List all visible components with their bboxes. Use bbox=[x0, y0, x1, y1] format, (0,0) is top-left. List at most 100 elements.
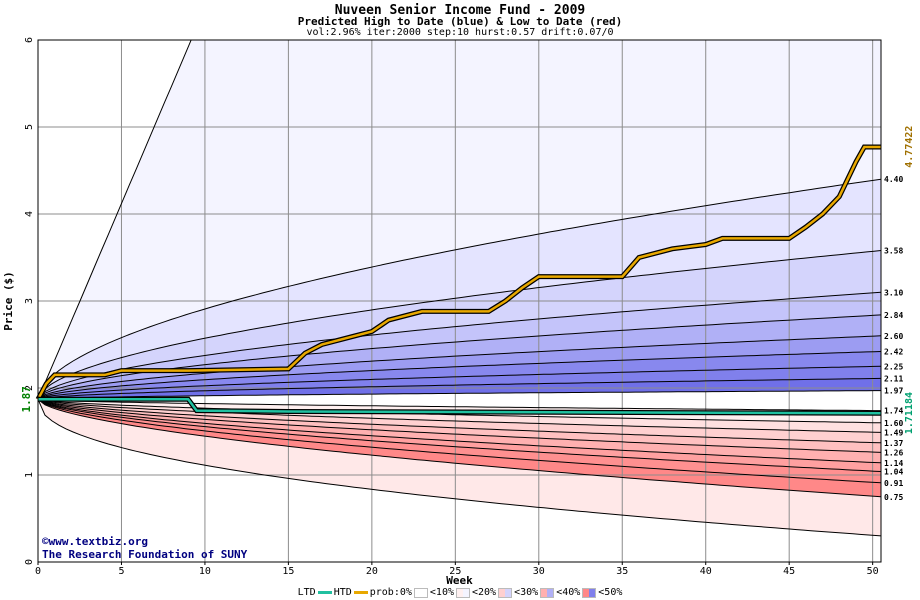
band-level-high-4: 2.60 bbox=[884, 332, 903, 341]
band-level-low-5: 1.14 bbox=[884, 459, 903, 468]
low-curve-5 bbox=[37, 398, 882, 464]
legend-htd-swatch bbox=[353, 591, 368, 594]
band-high-4 bbox=[38, 314, 881, 400]
band-high-2 bbox=[38, 250, 881, 400]
legend-swatch-0 bbox=[413, 587, 428, 598]
low-curve-4 bbox=[37, 398, 882, 453]
x-tick-label-20: 20 bbox=[366, 566, 378, 577]
low-curve-3 bbox=[37, 398, 882, 444]
copyright-icon: © bbox=[42, 535, 49, 548]
x-tick-label-5: 5 bbox=[118, 566, 124, 577]
legend-item-10: <10% bbox=[429, 587, 454, 598]
band-level-low-1: 1.60 bbox=[884, 419, 903, 428]
band-level-low-8: 0.75 bbox=[884, 493, 903, 502]
low-curve-2 bbox=[37, 398, 882, 433]
legend-swatch-40 bbox=[582, 587, 597, 598]
credit-org: The Research Foundation of SUNY bbox=[42, 548, 248, 561]
high-curve-6 bbox=[37, 351, 882, 400]
legend-swatch-30 bbox=[540, 587, 555, 598]
x-tick-label-50: 50 bbox=[867, 566, 879, 577]
legend-item-50: <50% bbox=[598, 587, 623, 598]
ltd-end-label: 1.71184 bbox=[904, 392, 915, 434]
x-tick-label-30: 30 bbox=[533, 566, 545, 577]
band-high-7 bbox=[38, 366, 881, 400]
band-low-2 bbox=[38, 399, 881, 443]
high-curve-3 bbox=[37, 291, 882, 400]
band-low-6 bbox=[38, 399, 881, 483]
legend-item-30: <30% bbox=[514, 587, 539, 598]
x-tick-label-35: 35 bbox=[616, 566, 628, 577]
y-tick-label-4: 4 bbox=[24, 211, 35, 217]
legend-ltd-label: LTD bbox=[297, 587, 316, 598]
low-curve-6 bbox=[37, 398, 882, 472]
y-tick-label-5: 5 bbox=[24, 124, 35, 130]
legend-item-40: <40% bbox=[556, 587, 581, 598]
credit-site[interactable]: ©www.textbiz.org bbox=[42, 535, 148, 548]
start-price-label: 1.87 bbox=[20, 386, 33, 413]
band-level-high-5: 2.42 bbox=[884, 347, 903, 356]
band-low-1 bbox=[38, 399, 881, 433]
band-level-high-2: 3.10 bbox=[884, 288, 903, 297]
band-level-low-3: 1.37 bbox=[884, 439, 903, 448]
legend-prob-label: prob:0% bbox=[369, 587, 412, 598]
band-low-7 bbox=[38, 399, 881, 497]
band-level-high-0: 4.40 bbox=[884, 175, 903, 184]
high-curve-8 bbox=[37, 377, 882, 400]
band-high-8 bbox=[38, 378, 881, 400]
legend: LTD HTD prob:0% <10% <20% <30% <40% <50% bbox=[0, 587, 920, 599]
band-high-5 bbox=[38, 335, 881, 400]
band-high-6 bbox=[38, 351, 881, 400]
y-tick-label-1: 1 bbox=[24, 472, 35, 478]
legend-htd-label: HTD bbox=[333, 587, 352, 598]
low-curve-1 bbox=[37, 398, 882, 424]
band-level-high-3: 2.84 bbox=[884, 311, 903, 320]
htd-line bbox=[36, 145, 881, 400]
high-curve-9 bbox=[37, 390, 881, 400]
y-tick-label-2: 2 bbox=[24, 385, 35, 391]
band-level-high-1: 3.58 bbox=[884, 247, 903, 256]
band-high-1 bbox=[38, 179, 881, 400]
band-low-4 bbox=[38, 399, 881, 463]
legend-swatch-10 bbox=[456, 587, 470, 598]
credit-site-text: www.textbiz.org bbox=[48, 535, 148, 548]
y-tick-label-6: 6 bbox=[24, 37, 35, 43]
band-level-low-7: 0.91 bbox=[884, 479, 903, 488]
band-low-5 bbox=[38, 399, 881, 472]
chart-params: vol:2.96% iter:2000 step:10 hurst:0.57 d… bbox=[306, 27, 614, 38]
low-curve-8 bbox=[37, 398, 882, 498]
band-level-high-8: 1.97 bbox=[884, 387, 903, 396]
y-tick-label-3: 3 bbox=[24, 298, 35, 304]
band-high-top bbox=[38, 40, 881, 400]
low-curve-0 bbox=[37, 398, 881, 412]
x-axis-title: Week bbox=[446, 574, 473, 587]
band-low-3 bbox=[38, 399, 881, 453]
high-curve-1 bbox=[37, 178, 882, 400]
band-level-high-6: 2.25 bbox=[884, 362, 903, 371]
band-level-low-6: 1.04 bbox=[884, 468, 903, 477]
top-clip bbox=[38, 0, 881, 40]
legend-swatch-20 bbox=[498, 587, 513, 598]
band-high-3 bbox=[38, 292, 881, 400]
band-level-high-7: 2.11 bbox=[884, 374, 903, 383]
high-curve-4 bbox=[37, 314, 882, 400]
y-tick-label-0: 0 bbox=[24, 559, 35, 565]
high-curve-7 bbox=[37, 365, 882, 400]
high-curve-5 bbox=[37, 335, 882, 400]
x-tick-label-40: 40 bbox=[700, 566, 712, 577]
htd-end-label: 4.77422 bbox=[904, 126, 915, 168]
x-tick-label-0: 0 bbox=[35, 566, 41, 577]
high-curve-2 bbox=[37, 250, 882, 400]
legend-item-20: <20% bbox=[472, 587, 497, 598]
band-level-low-4: 1.26 bbox=[884, 448, 903, 457]
band-high-0 bbox=[38, 40, 881, 400]
y-axis-title: Price ($) bbox=[2, 271, 15, 331]
ltd-line bbox=[38, 398, 882, 415]
legend-ltd-swatch bbox=[317, 591, 332, 594]
band-level-low-2: 1.49 bbox=[884, 428, 903, 437]
band-level-low-0: 1.74 bbox=[884, 407, 903, 416]
x-tick-label-15: 15 bbox=[282, 566, 294, 577]
x-tick-label-45: 45 bbox=[783, 566, 795, 577]
low-curve-7 bbox=[37, 398, 882, 484]
band-low-8 bbox=[38, 399, 881, 536]
